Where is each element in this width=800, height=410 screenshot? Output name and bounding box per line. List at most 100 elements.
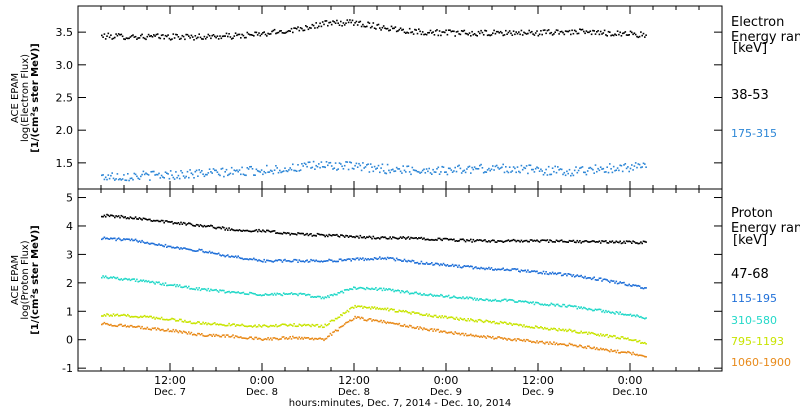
electron-point [596,170,598,173]
proton-point [579,344,581,346]
proton-point [507,337,510,340]
proton-point [307,337,310,339]
proton-point [524,269,527,272]
proton-point [266,229,268,232]
electron-point [107,174,110,176]
proton-point [528,340,530,342]
proton-point [268,325,271,328]
proton-point [219,254,221,256]
proton-point [547,343,550,345]
proton-point [454,240,456,242]
proton-point [142,241,145,243]
electron-point [410,173,412,176]
electron-point [227,174,229,177]
proton-point [371,320,373,322]
electron-point [340,163,342,165]
electron-point [185,33,187,36]
proton-point [262,324,264,327]
proton-point [405,238,407,240]
proton-point [367,258,369,260]
proton-point [397,323,399,326]
electron-point [402,28,404,31]
proton-point [225,254,228,257]
proton-point [132,239,134,242]
proton-point [416,261,419,264]
proton-point [111,237,113,240]
proton-point [350,260,352,262]
electron-legend-entry-175-315: 175-315 [731,127,777,140]
proton-point [503,269,506,271]
electron-point [281,32,284,34]
proton-point [167,284,169,287]
proton-point [172,328,175,331]
proton-point [414,312,416,315]
proton-point [306,337,308,339]
proton-point [533,239,536,242]
electron-point [216,35,219,37]
proton-point [482,335,485,337]
proton-point [415,327,417,329]
proton-point [297,325,299,327]
electron-point [237,170,239,173]
proton-point [381,321,384,324]
proton-point [521,270,524,272]
electron-point [327,24,329,27]
proton-point [453,295,455,297]
proton-point [440,316,442,319]
proton-point [584,240,586,242]
electron-point [204,173,207,176]
proton-point [416,292,419,295]
proton-point [564,273,567,275]
electron-point [266,164,268,167]
proton-point [558,327,560,330]
proton-point [490,337,493,339]
electron-point [245,174,247,177]
proton-point [171,317,173,320]
electron-point [423,33,425,36]
electron-point [307,161,310,164]
proton-point [505,321,507,324]
electron-point [436,168,438,170]
proton-point [191,334,194,336]
electron-point [380,167,382,169]
proton-point [153,281,155,284]
electron-point [355,20,358,23]
electron-point [323,166,325,168]
electron-point [124,179,126,181]
proton-point [233,323,236,325]
proton-point [120,278,123,280]
proton-point [623,240,625,243]
proton-point [580,242,582,244]
proton-point [596,279,598,281]
proton-point [536,301,538,304]
electron-point [229,36,232,38]
proton-point [632,240,634,242]
proton-point [518,324,520,327]
electron-point [292,163,294,166]
proton-point [172,318,175,320]
electron-point [314,27,316,29]
proton-point [471,319,473,321]
proton-point [147,280,150,282]
proton-point [599,242,602,244]
proton-point [363,287,365,290]
electron-point [577,32,580,35]
electron-point [372,170,375,173]
proton-point [402,260,404,262]
proton-point [399,291,402,294]
proton-point [120,214,123,217]
proton-point [129,316,132,318]
proton-point [106,313,108,315]
proton-point [457,318,459,320]
proton-point [237,336,239,339]
proton-point [305,233,307,236]
electron-point [369,163,372,165]
proton-point [555,273,558,276]
proton-point [568,328,571,331]
electron-point [481,31,484,34]
electron-point [346,161,349,163]
proton-point [534,341,537,344]
proton-point [155,219,158,222]
electron-point [566,30,568,33]
proton-point [485,337,488,339]
